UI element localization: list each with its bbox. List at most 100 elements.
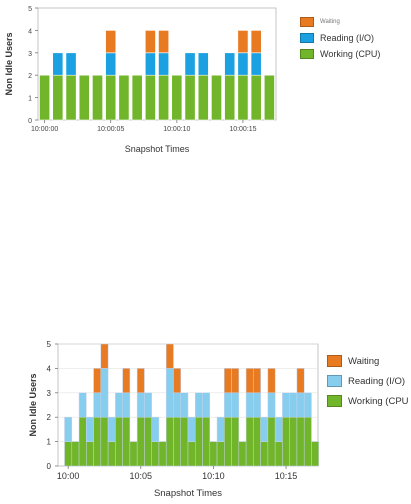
area-segment-reading_light [115,392,123,418]
area-segment-working [173,416,181,467]
bar-segment-reading [197,52,209,76]
area-segment-working [231,416,240,467]
legend-label-reading: Reading (I/O) [320,33,375,43]
area-segment-reading_light [100,368,109,418]
bar-segment-waiting [105,30,117,54]
area-segment-reading_light [180,392,189,418]
bar-segment-reading [250,52,262,76]
y-tick-label: 1 [28,96,32,103]
bar-segment-reading [65,52,77,76]
area-segment-reading_light [64,416,73,442]
bar-segment-waiting [144,30,156,54]
area-segment-waiting [173,368,181,394]
area-segment-working [165,416,174,467]
bar-segment-waiting [158,30,170,54]
bar-segment-working [171,74,183,121]
bar-segment-working [78,74,90,121]
bar-segment-working [224,74,236,121]
y-tick-label: 0 [47,462,52,471]
area-segment-waiting [231,368,240,394]
bar-segment-waiting [237,30,249,54]
x-tick-label: 10:00:10 [163,126,190,133]
area-segment-reading_light [282,392,290,418]
area-segment-reading_light [202,392,211,418]
area-segment-working [71,441,80,467]
area-segment-reading_light [187,416,196,442]
area-segment-working [115,416,123,467]
area-segment-waiting [296,368,305,394]
area-segment-waiting [100,343,109,369]
x-tick-label: 10:10 [202,471,225,481]
bar-segment-reading [158,52,170,76]
area-segment-working [224,416,232,467]
area-segment-waiting [93,368,102,394]
bar-segment-working [65,74,77,121]
area-segment-reading_light [253,392,261,418]
legend-item-working: Working (CPU) [300,46,380,62]
bar-segment-reading [144,52,156,76]
area-segment-reading_light [274,416,283,442]
bar-segment-waiting [250,30,262,54]
area-segment-working [187,441,196,467]
top-plot-area [37,7,277,121]
area-segment-reading_light [173,392,181,418]
bar-segment-working [131,74,143,121]
area-segment-reading_light [122,392,131,418]
bottom-chart-panel: 0 1 2 3 4 5 10:00 10:05 10:10 10:15 Snapshot Times… [0,335,411,504]
bar-segment-reading [184,52,196,76]
area-segment-working [282,416,290,467]
top-chart-panel: 0 1 2 3 4 5 10:00:00 10:00:05 10:00:10 10:00:15 Sn… [0,0,411,170]
area-segment-working [129,441,138,467]
top-stacked-bar-chart: 0 1 2 3 4 5 10:00:00 10:00:05 10:00:10 10:00:15 Sn… [4,6,277,154]
bar-segment-reading [224,52,236,76]
bottom-stacked-area-chart: 0 1 2 3 4 5 10:00 10:05 10:10 10:15 Snapshot Times… [28,340,319,499]
legend-label-working: Working (CPU [348,395,409,407]
x-axis-label: Snapshot Times [154,488,222,499]
area-segment-working [158,441,167,467]
legend-item-waiting: Waiting [300,14,380,30]
bar-segment-working [158,74,170,121]
y-axis-label: Non Idle Users [4,32,14,95]
area-segment-reading_light [245,392,254,418]
area-segment-working [260,441,269,467]
area-segment-working [209,441,218,467]
y-tick-label: 0 [28,118,32,125]
legend-item-working: Working (CPU [327,391,409,411]
area-segment-reading_light [151,416,160,442]
area-segment-working [64,441,73,467]
y-tick-label: 1 [47,438,52,447]
area-segment-working [289,416,298,467]
area-segment-reading_light [303,392,312,418]
bar-segment-working [263,74,275,121]
bar-segment-working [211,74,222,121]
area-segment-working [151,441,160,467]
area-segment-reading_light [289,392,298,418]
area-segment-working [136,416,145,467]
legend-label-waiting: Waiting [348,355,380,367]
x-tick-label: 10:00:05 [97,126,124,133]
area-segment-reading_light [296,392,305,418]
bar-segment-working [197,74,209,121]
area-segment-reading_light [195,392,203,418]
bottom-legend: Waiting Reading (I/O) Working (CPU [327,351,409,411]
area-segment-waiting [224,368,232,394]
bar-segment-working [184,74,196,121]
area-segment-working [253,416,261,467]
area-segment-reading_light [78,392,87,418]
legend-item-waiting: Waiting [327,351,409,371]
legend-label-reading: Reading (I/O) [348,375,406,387]
y-tick-label: 3 [28,51,32,58]
x-tick-label: 10:00:15 [229,126,256,133]
area-segment-reading_light [165,368,174,418]
area-segment-reading_light [224,392,232,418]
bar-segment-working [250,74,262,121]
area-segment-working [296,416,305,467]
y-tick-label: 2 [47,413,52,422]
area-segment-working [144,416,152,467]
legend-label-working: Working (CPU) [320,49,381,59]
area-segment-working [107,441,116,467]
legend-item-reading: Reading (I/O) [300,30,380,46]
bar-segment-working [237,74,249,121]
area-segment-working [100,416,109,467]
area-segment-working [122,416,131,467]
